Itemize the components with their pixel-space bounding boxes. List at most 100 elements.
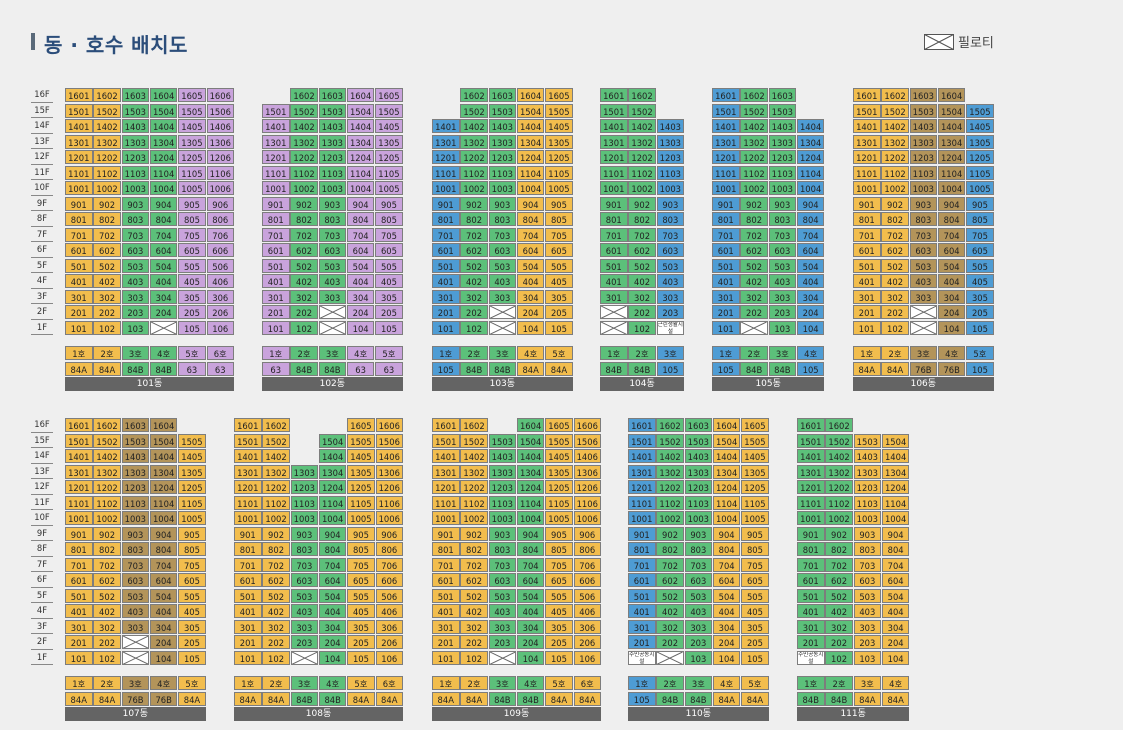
unit-cell[interactable]: 1504 [149,103,178,118]
unit-cell[interactable]: 601 [797,573,825,588]
unit-cell[interactable]: 1603 [768,88,797,103]
unit-cell[interactable]: 1605 [545,88,573,103]
unit-cell[interactable]: 601 [65,573,93,588]
unit-cell[interactable]: 1604 [712,418,741,433]
unit-cell[interactable]: 103 [853,650,882,665]
unit-cell[interactable]: 1603 [909,88,938,103]
unit-cell[interactable]: 904 [881,526,910,541]
unit-cell[interactable]: 1304 [346,134,375,149]
unit-cell[interactable]: 501 [234,588,262,603]
unit-cell[interactable]: 1402 [93,449,121,464]
unit-cell[interactable]: 304 [346,289,375,304]
unit-cell[interactable]: 1405 [178,119,206,134]
unit-cell[interactable]: 905 [741,526,769,541]
unit-cell[interactable]: 702 [262,557,290,572]
unit-cell[interactable]: 102 [93,320,121,335]
unit-cell[interactable]: 1503 [909,103,938,118]
unit-cell[interactable]: 201 [712,305,740,320]
unit-cell[interactable]: 1305 [178,464,206,479]
unit-cell[interactable]: 106 [206,320,234,335]
unit-cell[interactable]: 701 [600,227,628,242]
unit-cell[interactable]: 401 [797,604,825,619]
unit-cell[interactable]: 601 [712,243,740,258]
unit-cell[interactable]: 1102 [93,165,121,180]
unit-cell[interactable]: 1204 [516,150,545,165]
unit-cell[interactable]: 1404 [796,119,825,134]
unit-cell[interactable]: 1602 [460,418,488,433]
unit-cell[interactable]: 101 [432,320,460,335]
unit-cell[interactable]: 706 [375,557,403,572]
unit-cell[interactable]: 1403 [121,449,150,464]
unit-cell[interactable]: 701 [65,557,93,572]
unit-cell[interactable]: 206 [206,305,234,320]
unit-cell[interactable]: 404 [516,274,545,289]
unit-cell[interactable]: 804 [149,542,178,557]
unit-cell[interactable]: 105 [545,320,573,335]
unit-cell[interactable]: 202 [656,635,684,650]
unit-cell[interactable]: 1204 [318,480,347,495]
unit-cell[interactable]: 905 [178,526,206,541]
unit-cell[interactable]: 1104 [937,165,966,180]
unit-cell[interactable]: 1104 [712,495,741,510]
unit-cell[interactable]: 1406 [573,449,601,464]
unit-cell[interactable]: 1605 [178,88,206,103]
unit-cell[interactable]: 804 [516,542,545,557]
unit-cell[interactable]: 204 [881,635,910,650]
unit-cell[interactable]: 1601 [600,88,628,103]
unit-cell[interactable]: 504 [149,258,178,273]
unit-cell[interactable]: 604 [516,243,545,258]
unit-cell[interactable]: 1104 [881,495,910,510]
unit-cell[interactable]: 805 [178,212,206,227]
unit-cell[interactable]: 903 [121,526,150,541]
unit-cell[interactable]: 805 [741,542,769,557]
unit-cell[interactable]: 1004 [937,181,966,196]
unit-cell[interactable]: 102 [93,650,121,665]
unit-cell[interactable]: 301 [65,619,93,634]
unit-cell[interactable]: 1102 [460,495,488,510]
unit-cell[interactable]: 603 [488,243,517,258]
unit-cell[interactable]: 1201 [432,480,460,495]
unit-cell[interactable]: 1602 [656,418,684,433]
unit-cell[interactable]: 1103 [656,165,685,180]
unit-cell[interactable]: 1003 [656,181,685,196]
unit-cell[interactable]: 703 [290,557,319,572]
unit-cell[interactable]: 301 [628,619,656,634]
unit-cell[interactable]: 704 [318,557,347,572]
unit-cell[interactable]: 203 [290,635,319,650]
unit-cell[interactable]: 705 [178,227,206,242]
unit-cell[interactable]: 604 [881,573,910,588]
unit-cell[interactable]: 504 [516,588,545,603]
unit-cell[interactable]: 301 [797,619,825,634]
unit-cell[interactable]: 701 [65,227,93,242]
unit-cell[interactable]: 502 [628,258,656,273]
unit-cell[interactable]: 1303 [290,464,319,479]
unit-cell[interactable]: 1401 [432,119,460,134]
unit-cell[interactable]: 801 [712,212,740,227]
unit-cell[interactable]: 505 [966,258,994,273]
unit-cell[interactable]: 1103 [488,495,517,510]
unit-cell[interactable]: 804 [712,542,741,557]
unit-cell[interactable]: 105 [966,320,994,335]
unit-cell[interactable]: 1501 [853,103,881,118]
unit-cell[interactable]: 1201 [432,150,460,165]
unit-cell[interactable]: 503 [853,588,882,603]
unit-cell[interactable]: 1205 [741,480,769,495]
unit-cell[interactable]: 1202 [881,150,909,165]
unit-cell[interactable]: 201 [234,635,262,650]
unit-cell[interactable]: 104 [516,650,545,665]
unit-cell[interactable]: 1105 [545,495,573,510]
unit-cell[interactable]: 1502 [93,103,121,118]
unit-cell[interactable]: 701 [432,227,460,242]
unit-cell[interactable]: 402 [262,604,290,619]
unit-cell[interactable]: 1606 [206,88,234,103]
unit-cell[interactable]: 1601 [712,88,740,103]
unit-cell[interactable]: 701 [853,227,881,242]
unit-cell[interactable]: 405 [178,274,206,289]
unit-cell[interactable]: 902 [825,526,853,541]
unit-cell[interactable]: 1302 [628,134,656,149]
unit-cell[interactable]: 404 [149,604,178,619]
unit-cell[interactable]: 1505 [347,433,375,448]
unit-cell[interactable]: 504 [881,588,910,603]
unit-cell[interactable]: 1104 [318,495,347,510]
unit-cell[interactable]: 603 [656,243,685,258]
